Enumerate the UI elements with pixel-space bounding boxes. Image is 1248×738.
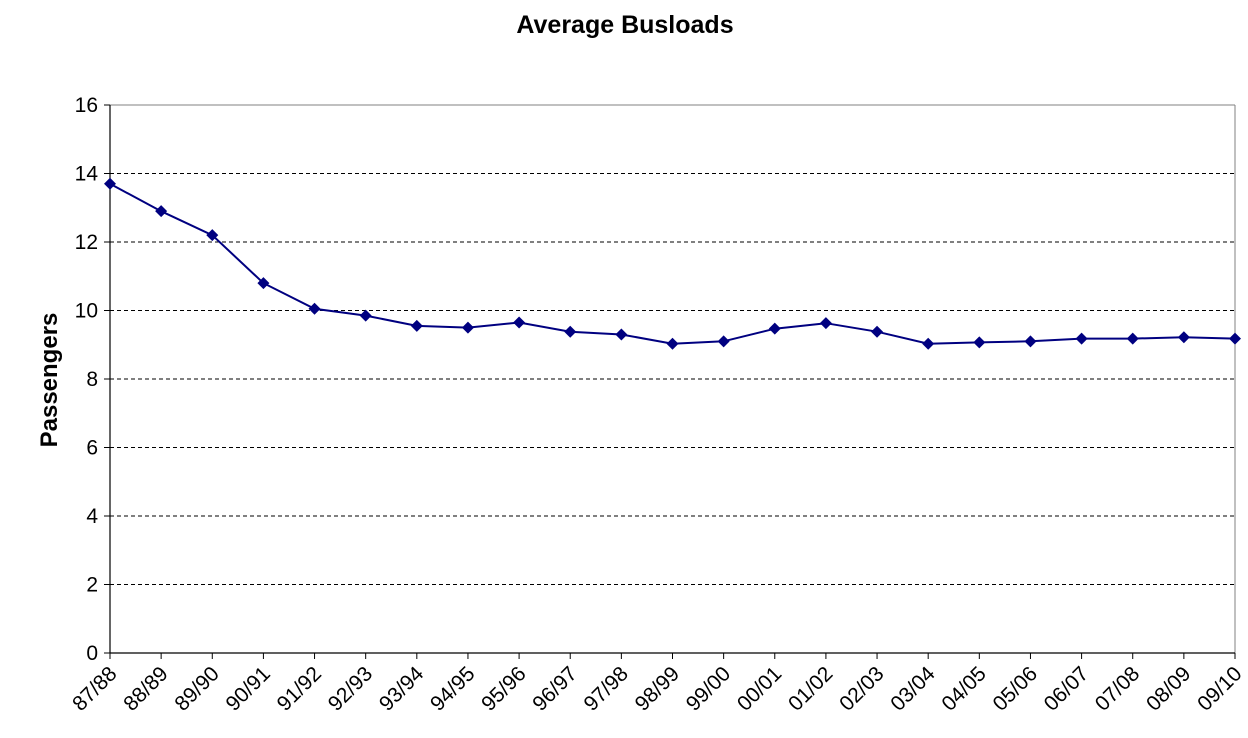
data-point-02/03 <box>871 325 884 338</box>
y-tick-label-10: 10 <box>75 300 98 323</box>
y-tick-label-4: 4 <box>86 505 98 528</box>
series <box>104 177 1241 350</box>
data-point-87/88 <box>104 177 116 190</box>
x-tick-label-03/04: 03/04 <box>886 662 940 716</box>
data-point-04/05 <box>973 336 986 349</box>
x-tick-label-93/94: 93/94 <box>375 662 429 716</box>
x-tick-label-00/01: 00/01 <box>733 662 786 715</box>
x-tick-label-90/91: 90/91 <box>222 662 275 715</box>
data-point-93/94 <box>410 319 423 332</box>
y-tick-label-12: 12 <box>75 231 98 254</box>
x-tick-label-88/89: 88/89 <box>119 662 172 715</box>
x-tick-label-98/99: 98/99 <box>631 662 684 715</box>
data-point-90/91 <box>257 277 270 290</box>
y-axis-ticks: 0 2 4 6 8 10 12 14 16 <box>75 94 110 665</box>
data-point-95/96 <box>513 316 526 329</box>
data-point-06/07 <box>1075 332 1088 345</box>
data-point-97/98 <box>615 328 628 341</box>
data-point-92/93 <box>359 309 372 322</box>
y-tick-label-16: 16 <box>75 94 98 117</box>
data-point-05/06 <box>1024 335 1037 348</box>
x-tick-label-95/96: 95/96 <box>477 662 530 715</box>
x-tick-label-04/05: 04/05 <box>937 662 990 715</box>
data-point-99/00 <box>717 335 730 348</box>
data-point-98/99 <box>666 337 679 350</box>
data-point-91/92 <box>308 302 321 315</box>
x-tick-label-07/08: 07/08 <box>1091 662 1144 715</box>
data-point-09/10 <box>1229 332 1241 345</box>
data-point-00/01 <box>768 322 781 335</box>
x-tick-label-87/88: 87/88 <box>68 662 121 715</box>
data-point-03/04 <box>922 337 935 350</box>
x-tick-label-06/07: 06/07 <box>1040 662 1093 715</box>
data-point-88/89 <box>155 205 168 218</box>
x-tick-label-91/92: 91/92 <box>273 662 326 715</box>
x-tick-label-92/93: 92/93 <box>324 662 377 715</box>
y-axis-label: Passengers <box>36 313 63 448</box>
y-tick-label-6: 6 <box>86 437 98 460</box>
x-tick-label-99/00: 99/00 <box>682 662 735 715</box>
data-point-01/02 <box>819 317 832 330</box>
data-point-08/09 <box>1177 331 1190 344</box>
data-point-94/95 <box>461 321 474 334</box>
x-tick-label-05/06: 05/06 <box>989 662 1042 715</box>
x-tick-label-94/95: 94/95 <box>426 662 479 715</box>
x-tick-label-08/09: 08/09 <box>1142 662 1195 715</box>
data-point-07/08 <box>1126 332 1139 345</box>
chart-title: Average Busloads <box>516 11 733 39</box>
x-tick-label-89/90: 89/90 <box>170 662 223 715</box>
y-tick-label-8: 8 <box>86 368 98 391</box>
x-tick-label-97/98: 97/98 <box>579 662 632 715</box>
y-tick-label-2: 2 <box>86 574 98 597</box>
data-point-89/90 <box>206 229 219 242</box>
x-tick-label-01/02: 01/02 <box>784 662 837 715</box>
x-tick-label-09/10: 09/10 <box>1193 662 1246 715</box>
y-tick-label-14: 14 <box>75 163 99 186</box>
x-axis-ticks: 87/8888/8989/9090/9191/9292/9393/9494/95… <box>68 653 1247 716</box>
data-point-96/97 <box>564 325 577 338</box>
x-tick-label-96/97: 96/97 <box>528 662 581 715</box>
y-tick-label-0: 0 <box>86 642 98 665</box>
series-line-0 <box>109 182 1236 345</box>
x-tick-label-02/03: 02/03 <box>835 662 888 715</box>
